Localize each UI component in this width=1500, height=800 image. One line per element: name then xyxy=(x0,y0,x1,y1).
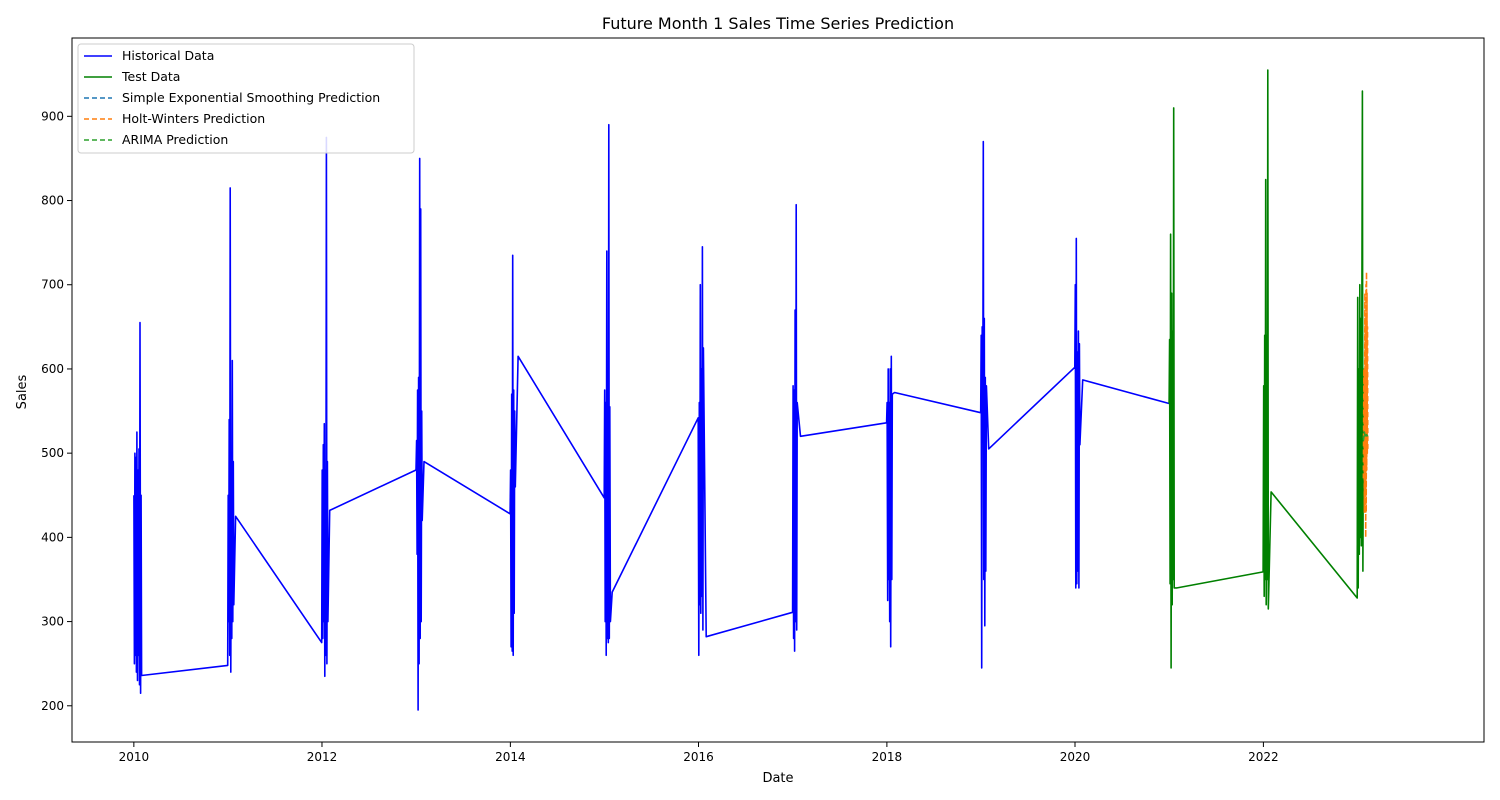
legend-box xyxy=(77,43,415,154)
series-line-arima-prediction xyxy=(1362,431,1369,441)
legend-label-holt-winters-prediction: Holt-Winters Prediction xyxy=(122,111,265,126)
series-line-historical-data xyxy=(133,123,1170,711)
chart-title: Future Month 1 Sales Time Series Predict… xyxy=(602,14,954,33)
legend-label-historical-data: Historical Data xyxy=(122,48,214,63)
legend-label-simple-exponential-smoothing-prediction: Simple Exponential Smoothing Prediction xyxy=(122,90,380,105)
series-layer xyxy=(133,69,1369,711)
y-tick-label: 300 xyxy=(41,615,64,629)
y-tick-label: 400 xyxy=(41,530,64,544)
x-tick-label: 2010 xyxy=(119,750,150,764)
x-axis-ticks: 2010 2012 2014 2016 2018 2020 2022 xyxy=(119,742,1279,764)
y-tick-label: 500 xyxy=(41,446,64,460)
x-tick-label: 2020 xyxy=(1060,750,1091,764)
x-tick-label: 2016 xyxy=(683,750,714,764)
legend-label-arima-prediction: ARIMA Prediction xyxy=(122,132,228,147)
y-axis-ticks: 200 300 400 500 600 700 800 900 xyxy=(41,109,72,713)
y-tick-label: 900 xyxy=(41,109,64,123)
x-axis-label: Date xyxy=(762,771,793,786)
y-tick-label: 800 xyxy=(41,194,64,208)
legend-label-test-data: Test Data xyxy=(121,69,180,84)
x-tick-label: 2014 xyxy=(495,750,526,764)
y-axis-label: Sales xyxy=(15,374,30,409)
y-tick-label: 200 xyxy=(41,699,64,713)
y-tick-label: 600 xyxy=(41,362,64,376)
y-tick-label: 700 xyxy=(41,278,64,292)
legend: Historical Data Test Data Simple Exponenti… xyxy=(77,43,415,154)
x-tick-label: 2012 xyxy=(307,750,338,764)
x-tick-label: 2022 xyxy=(1248,750,1279,764)
x-tick-label: 2018 xyxy=(872,750,903,764)
plot-area-frame xyxy=(71,37,1485,743)
series-line-holt-winters-prediction xyxy=(1362,271,1369,539)
